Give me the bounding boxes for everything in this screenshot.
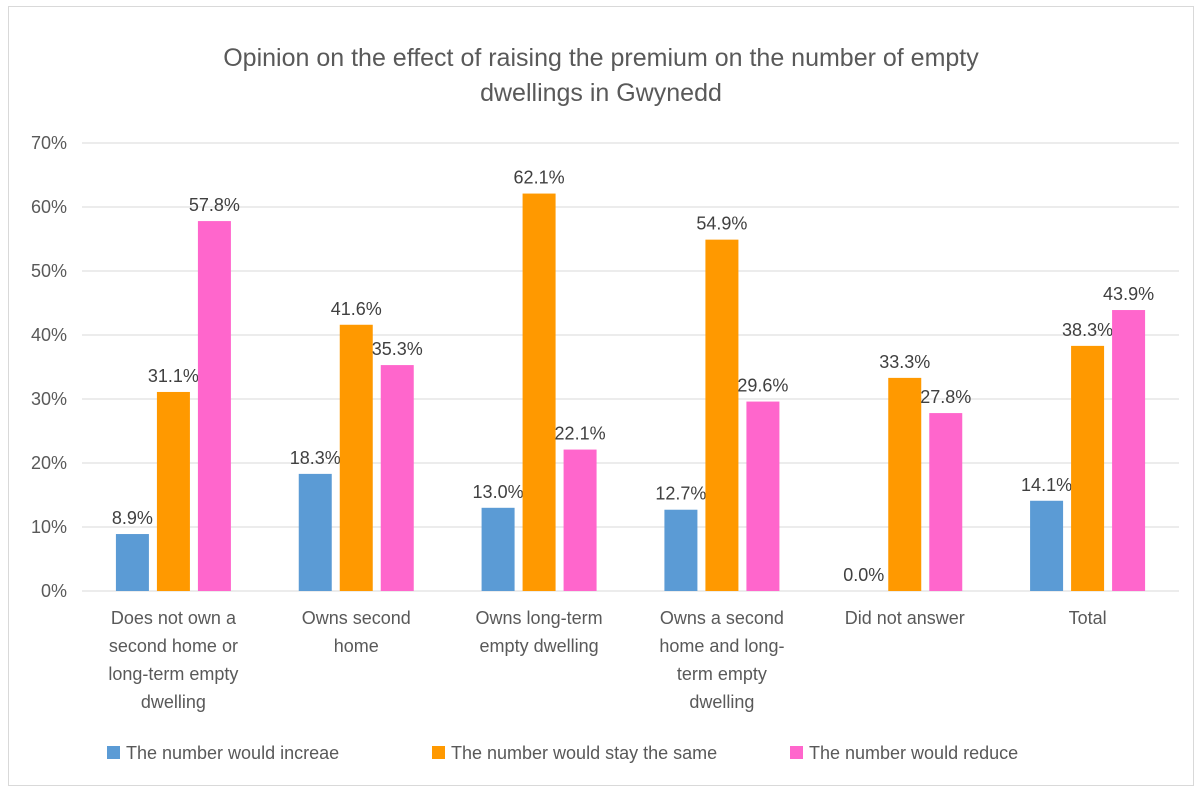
y-tick-label: 40% [31, 325, 67, 345]
bar [156, 391, 190, 591]
data-label: 12.7% [655, 484, 706, 504]
bar [929, 413, 963, 591]
chart-title-line: dwellings in Gwynedd [480, 79, 722, 107]
category-label: Owns a second [660, 608, 784, 628]
legend-label: The number would stay the same [451, 743, 717, 763]
data-label: 0.0% [843, 565, 884, 585]
bar [380, 365, 414, 591]
bar [481, 507, 515, 591]
y-tick-label: 20% [31, 453, 67, 473]
legend-swatch [790, 746, 803, 759]
data-label: 62.1% [514, 168, 565, 188]
y-tick-label: 70% [31, 133, 67, 153]
data-label: 8.9% [112, 508, 153, 528]
category-label: Owns long-term [476, 608, 603, 628]
y-tick-label: 10% [31, 517, 67, 537]
bar [1071, 345, 1105, 591]
bar [197, 221, 231, 591]
bar [298, 473, 332, 591]
data-label: 27.8% [920, 387, 971, 407]
bar-chart: Opinion on the effect of raising the pre… [31, 44, 1179, 763]
data-label: 29.6% [737, 376, 788, 396]
bar [705, 239, 739, 591]
data-label: 18.3% [290, 448, 341, 468]
bar [339, 324, 373, 591]
bar [115, 534, 149, 591]
data-label: 38.3% [1062, 320, 1113, 340]
data-label: 43.9% [1103, 284, 1154, 304]
category-label: dwelling [141, 692, 206, 712]
category-label: dwelling [689, 692, 754, 712]
bar [1030, 500, 1064, 591]
bar [1112, 310, 1146, 591]
category-label: Total [1069, 608, 1107, 628]
bar [746, 401, 780, 591]
data-label: 57.8% [189, 195, 240, 215]
legend-swatch [107, 746, 120, 759]
category-label: Owns second [302, 608, 411, 628]
data-label: 54.9% [696, 214, 747, 234]
legend-label: The number would reduce [809, 743, 1018, 763]
category-label: Did not answer [845, 608, 965, 628]
bar [664, 509, 698, 591]
legend-label: The number would increae [126, 743, 339, 763]
category-label: home [334, 636, 379, 656]
category-label: long-term empty [108, 664, 238, 684]
chart-frame: Opinion on the effect of raising the pre… [8, 6, 1194, 786]
data-label: 14.1% [1021, 475, 1072, 495]
data-label: 35.3% [372, 339, 423, 359]
category-label: empty dwelling [480, 636, 599, 656]
category-label: home and long- [659, 636, 784, 656]
legend-swatch [432, 746, 445, 759]
bar [522, 193, 556, 591]
chart-title-line: Opinion on the effect of raising the pre… [223, 44, 979, 72]
y-tick-label: 0% [41, 581, 67, 601]
bar [888, 377, 922, 591]
bar [563, 449, 597, 591]
data-label: 22.1% [555, 424, 606, 444]
data-label: 33.3% [879, 352, 930, 372]
y-tick-label: 50% [31, 261, 67, 281]
category-label: Does not own a [111, 608, 237, 628]
data-label: 31.1% [148, 366, 199, 386]
category-label: second home or [109, 636, 238, 656]
data-label: 13.0% [473, 482, 524, 502]
category-label: term empty [677, 664, 767, 684]
data-label: 41.6% [331, 299, 382, 319]
y-tick-label: 30% [31, 389, 67, 409]
y-tick-label: 60% [31, 197, 67, 217]
